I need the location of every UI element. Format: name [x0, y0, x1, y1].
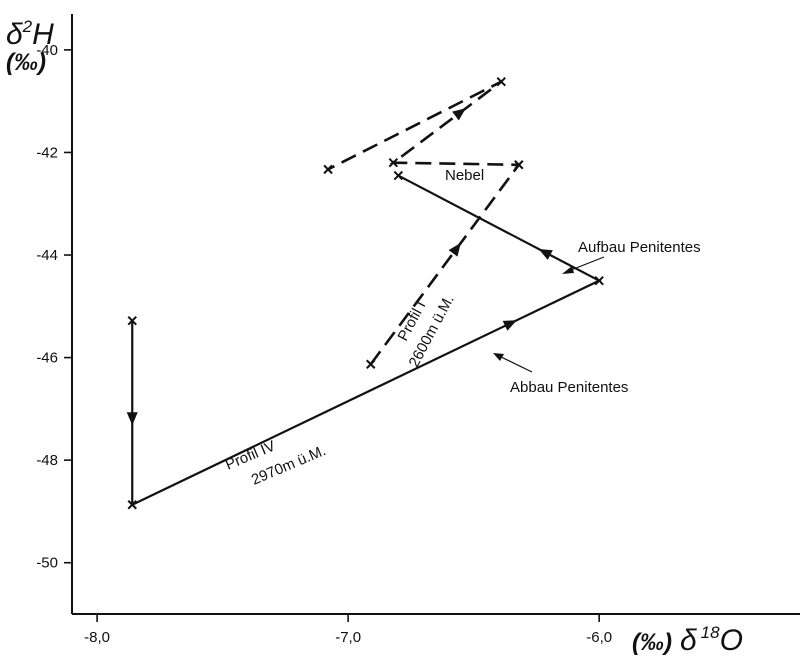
nebel-label: Nebel [445, 167, 484, 184]
x-tick-label: -8,0 [84, 629, 110, 646]
direction-arrows [126, 108, 553, 426]
data-point [127, 315, 137, 326]
point-markers [127, 76, 604, 510]
data-point [514, 160, 524, 170]
data-point [594, 275, 604, 286]
direction-arrow [538, 249, 553, 260]
y-tick-label: -42 [36, 144, 58, 161]
y-tick-label: -44 [36, 247, 58, 264]
x-tick-label: -6,0 [586, 629, 612, 646]
data-point [127, 500, 137, 510]
y-tick-label: -40 [36, 42, 58, 59]
series-line-0 [131, 174, 602, 507]
x-tick-label: -7,0 [335, 629, 361, 646]
y-tick-label: -48 [36, 452, 58, 469]
profil-iv-label: Profil IV 2970m ü.M. [223, 438, 329, 489]
data-point [496, 76, 506, 87]
data-point [366, 359, 376, 369]
y-axis-unit: (‰) [6, 49, 46, 76]
abbau-label: Abbau Penitentes [510, 379, 628, 396]
data-point [393, 170, 404, 181]
data-point [388, 158, 399, 168]
aufbau-leader [562, 256, 605, 274]
direction-arrow [448, 242, 461, 257]
y-tick-label: -46 [36, 350, 58, 367]
y-axis-title: δ2H [6, 17, 54, 51]
x-axis-title: (‰) δ 18O [632, 623, 743, 656]
data-point [323, 164, 333, 175]
series-layer [131, 80, 602, 507]
y-tick-label: -50 [36, 555, 58, 572]
axis-ticks: -8,0 -7,0 -6,0 -40 -42 -44 -46 -48 -50 [36, 42, 612, 646]
abbau-leader [493, 353, 533, 373]
direction-arrow [452, 108, 466, 121]
direction-arrow [502, 320, 517, 331]
direction-arrow [126, 412, 138, 426]
aufbau-label: Aufbau Penitentes [578, 239, 701, 256]
